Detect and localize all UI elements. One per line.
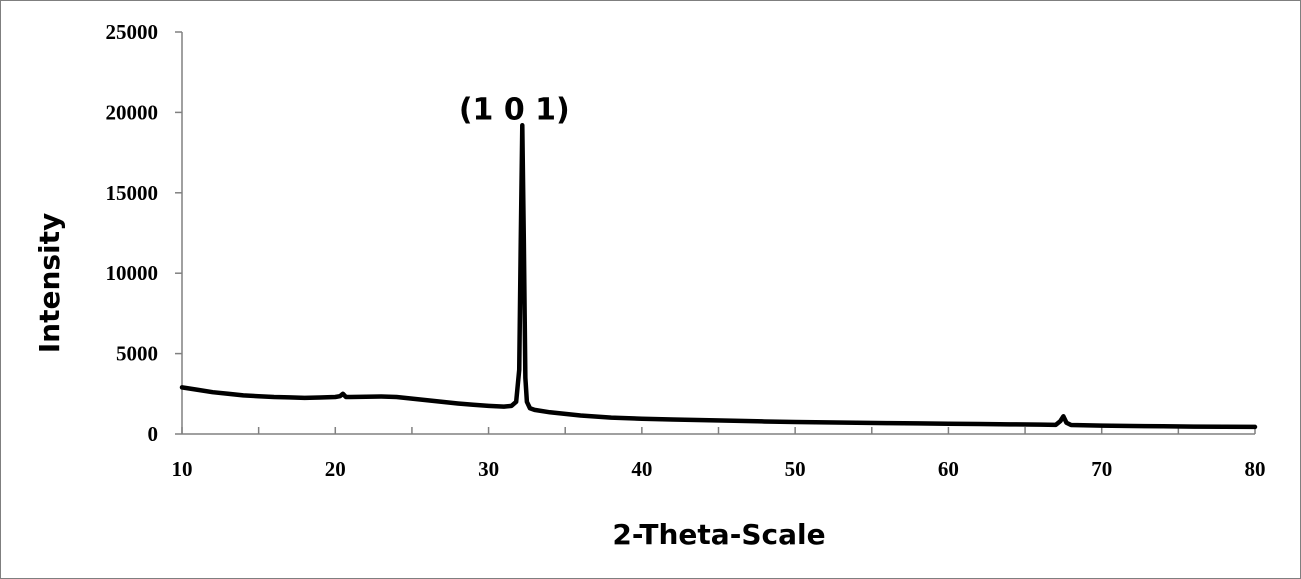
x-tick-label: 60 <box>938 457 959 481</box>
x-tick-label: 70 <box>1091 457 1112 481</box>
x-ticks: 10 20 30 40 50 60 70 80 <box>172 427 1266 481</box>
y-axis-title: Intensity <box>33 213 66 354</box>
series-group <box>179 123 1258 430</box>
x-axis-title: 2-Theta-Scale <box>612 518 825 551</box>
y-tick-label: 20000 <box>106 100 159 124</box>
y-tick-label: 0 <box>148 422 159 446</box>
y-tick-label: 5000 <box>116 342 158 366</box>
x-tick-label: 50 <box>785 457 806 481</box>
series-line <box>179 123 1258 430</box>
x-tick-label: 10 <box>172 457 193 481</box>
y-tick-label: 10000 <box>106 261 159 285</box>
x-tick-label: 20 <box>325 457 346 481</box>
peak-annotation-label: (1 0 1) <box>459 92 570 127</box>
y-tick-label: 15000 <box>106 181 159 205</box>
y-tick-label: 25000 <box>106 20 159 44</box>
y-ticks: 0 5000 10000 15000 20000 25000 <box>106 20 182 446</box>
x-tick-label: 40 <box>631 457 652 481</box>
x-tick-label: 30 <box>478 457 499 481</box>
x-tick-label: 80 <box>1245 457 1266 481</box>
